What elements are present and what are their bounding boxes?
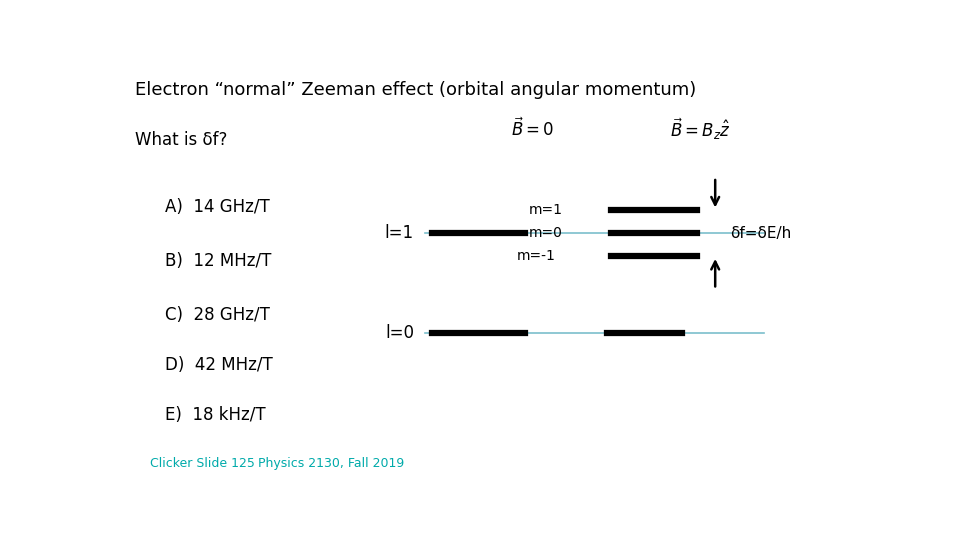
Text: B)  12 MHz/T: B) 12 MHz/T — [165, 252, 271, 270]
Text: What is δf?: What is δf? — [134, 131, 228, 150]
Text: Electron “normal” Zeeman effect (orbital angular momentum): Electron “normal” Zeeman effect (orbital… — [134, 82, 696, 99]
Text: m=-1: m=-1 — [516, 249, 555, 263]
Text: m=1: m=1 — [529, 204, 563, 217]
Text: $\vec{B} = 0$: $\vec{B} = 0$ — [512, 118, 555, 140]
Text: δf=δE/h: δf=δE/h — [730, 226, 791, 241]
Text: C)  28 GHz/T: C) 28 GHz/T — [165, 306, 270, 324]
Text: E)  18 kHz/T: E) 18 kHz/T — [165, 406, 265, 424]
Text: Physics 2130, Fall 2019: Physics 2130, Fall 2019 — [257, 457, 404, 470]
Text: A)  14 GHz/T: A) 14 GHz/T — [165, 198, 270, 216]
Text: $\vec{B} = B_z\hat{z}$: $\vec{B} = B_z\hat{z}$ — [670, 117, 731, 142]
Text: Clicker Slide 125: Clicker Slide 125 — [150, 457, 254, 470]
Text: m=0: m=0 — [529, 226, 563, 240]
Text: l=1: l=1 — [385, 224, 414, 242]
Text: l=0: l=0 — [385, 324, 414, 342]
Text: D)  42 MHz/T: D) 42 MHz/T — [165, 356, 273, 374]
